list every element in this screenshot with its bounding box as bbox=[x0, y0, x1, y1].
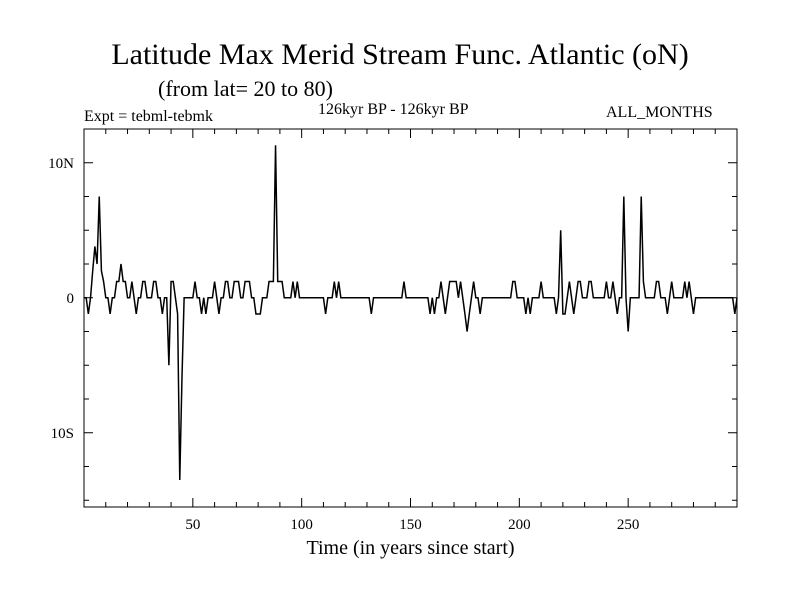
months-label: ALL_MONTHS bbox=[606, 104, 713, 121]
series-line bbox=[84, 145, 738, 481]
y-tick-label: 0 bbox=[67, 291, 75, 307]
y-tick-label: 10N bbox=[48, 156, 74, 172]
x-tick-label: 250 bbox=[617, 517, 640, 533]
x-tick-label: 200 bbox=[508, 517, 531, 533]
y-tick-label: 10S bbox=[51, 426, 74, 442]
x-tick-label: 50 bbox=[185, 517, 200, 533]
experiment-label: Expt = tebml-tebmk bbox=[84, 108, 213, 125]
x-axis-label: Time (in years since start) bbox=[306, 537, 515, 559]
x-tick-label: 100 bbox=[290, 517, 313, 533]
axis-tick-labels: 50 100 150 200 250 10N 0 10S bbox=[48, 156, 639, 533]
plot-frame bbox=[83, 128, 738, 508]
chart-subtitle: (from lat= 20 to 80) bbox=[158, 76, 333, 101]
axis-ticks bbox=[84, 129, 737, 507]
x-tick-label: 150 bbox=[399, 517, 422, 533]
period-label: 126kyr BP - 126kyr BP bbox=[318, 101, 469, 118]
chart-title: Latitude Max Merid Stream Func. Atlantic… bbox=[111, 38, 689, 71]
